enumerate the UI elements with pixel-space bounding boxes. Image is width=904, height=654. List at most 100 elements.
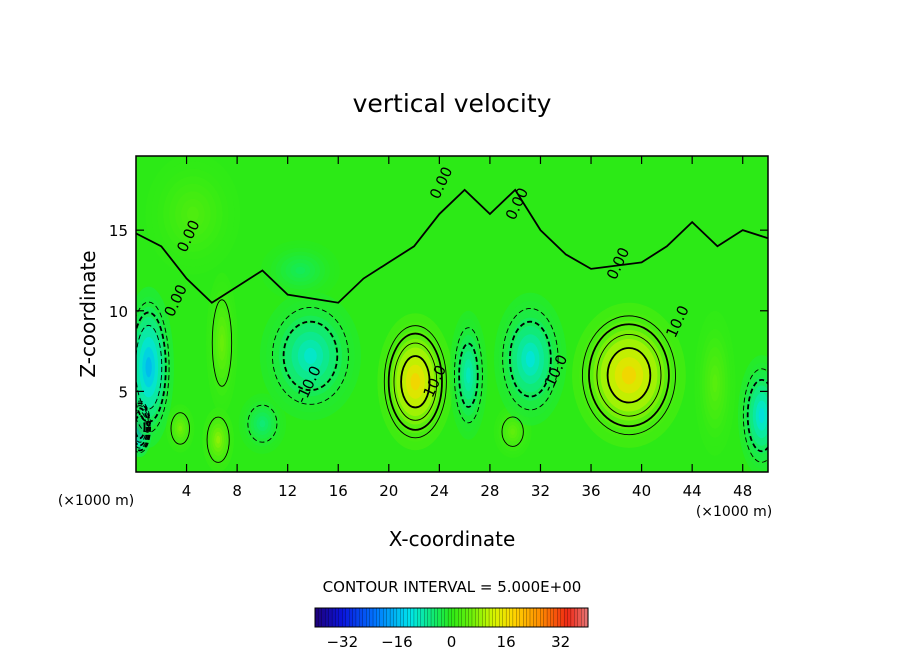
colorbar: −32 −16 0 16 32 [314, 607, 589, 651]
field-blob [466, 367, 471, 384]
colorbar-cell [331, 607, 336, 628]
colorbar-cell [458, 607, 463, 628]
colorbar-cell [393, 607, 398, 628]
contour-ring [606, 347, 652, 404]
colorbar-cell [557, 607, 562, 628]
field-blob [178, 425, 183, 432]
colorbar-cell [447, 607, 453, 628]
colorbar-cell [314, 607, 319, 628]
contour-ring [136, 411, 147, 443]
plot-area: 0.000.000.000.000.00-10.0 10.0 -10.010.0 4… [109, 155, 769, 500]
colorbar-cell [335, 607, 340, 628]
colorbar-cell [550, 607, 555, 628]
colorbar-cell [574, 607, 579, 628]
contour-ring [136, 414, 146, 440]
field-blob [621, 366, 637, 385]
colorbar-cell [451, 607, 456, 628]
colorbar-cell [383, 607, 388, 628]
colorbar-tick-label: 0 [447, 633, 457, 651]
colorbar-cell [581, 607, 586, 628]
contour-ring [136, 324, 163, 410]
colorbar-cell [512, 607, 517, 628]
colorbar-cell [355, 607, 360, 628]
y-axis-label: Z-coordinate [76, 250, 100, 377]
colorbar-cell [543, 607, 548, 628]
colorbar-cell [560, 607, 565, 628]
y-tick-label: 5 [118, 383, 128, 401]
colorbar-cell [499, 607, 504, 628]
colorbar-cell [410, 607, 415, 628]
field-blob [216, 435, 221, 444]
contour-ring [501, 416, 524, 447]
contour-ring [136, 301, 170, 433]
colorbar-cell [400, 607, 405, 628]
colorbar-cell [505, 607, 511, 628]
contour-ring [393, 342, 438, 421]
contour-ring [387, 332, 443, 431]
colorbar-cell [359, 607, 364, 628]
colorbar-cell [492, 607, 497, 628]
plot-frame [135, 155, 769, 473]
y-tick-label: 10 [109, 303, 128, 321]
x-tick-label: 12 [278, 482, 297, 500]
field-blob [410, 373, 421, 391]
x-tick-label: 8 [232, 482, 242, 500]
colorbar-cell [540, 607, 545, 628]
field-blob [510, 428, 516, 435]
colorbar-cell [482, 607, 487, 628]
colorbar-cell [502, 607, 507, 628]
contour-ring [272, 307, 349, 405]
contour-ring [746, 378, 768, 453]
contour-ring [136, 311, 167, 423]
colorbar-cell [389, 607, 395, 628]
x-tick-label: 24 [430, 482, 449, 500]
x-tick-label: 44 [683, 482, 702, 500]
z-unit-label: (×1000 m) [58, 493, 134, 509]
colorbar-cell [444, 607, 449, 628]
colorbar-cell [349, 607, 354, 628]
chart-title: vertical velocity [353, 89, 552, 118]
colorbar-frame [314, 607, 589, 628]
colorbar-cell [488, 607, 493, 628]
colorbar-cell [437, 607, 442, 628]
x-tick-label: 32 [531, 482, 550, 500]
colorbar-cell [379, 607, 384, 628]
colorbar-cell [318, 607, 323, 628]
contour-interval-label: CONTOUR INTERVAL = 5.000E+00 [323, 578, 582, 596]
field-blob [525, 350, 535, 368]
colorbar-cell [430, 607, 435, 628]
colorbar-cell [471, 607, 476, 628]
colorbar-cell [475, 607, 480, 628]
colorbar-cell [366, 607, 371, 628]
colorbar-cell [533, 607, 538, 628]
colorbar-cell [478, 607, 483, 628]
colorbar-cell [495, 607, 500, 628]
contour-ring [502, 307, 559, 411]
contour-ring [170, 412, 190, 445]
contour-ring [742, 368, 768, 463]
x-tick-label: 16 [329, 482, 348, 500]
colorbar-cell [485, 607, 490, 628]
colorbar-cell [369, 607, 374, 628]
colorbar-cell [523, 607, 528, 628]
x-tick-label: 28 [480, 482, 499, 500]
contour-ring [458, 342, 479, 408]
colorbar-cell [413, 607, 418, 628]
colorbar-cell [577, 607, 582, 628]
colorbar-cell [328, 607, 333, 628]
x-tick-label: 36 [581, 482, 600, 500]
colorbar-cell [338, 607, 343, 628]
colorbar-cell [362, 607, 367, 628]
colorbar-cell [345, 607, 350, 628]
colorbar-cell [396, 607, 401, 628]
colorbar-cell [509, 607, 514, 628]
colorbar-cell [516, 607, 521, 628]
colorbar-cell [321, 607, 326, 628]
contour-ring [508, 320, 552, 398]
colorbar-tick-label: 32 [551, 633, 570, 651]
colorbar-cell [342, 607, 347, 628]
colorbar-cell [372, 607, 377, 628]
contour-ring [136, 407, 149, 447]
colorbar-cell [454, 607, 459, 628]
